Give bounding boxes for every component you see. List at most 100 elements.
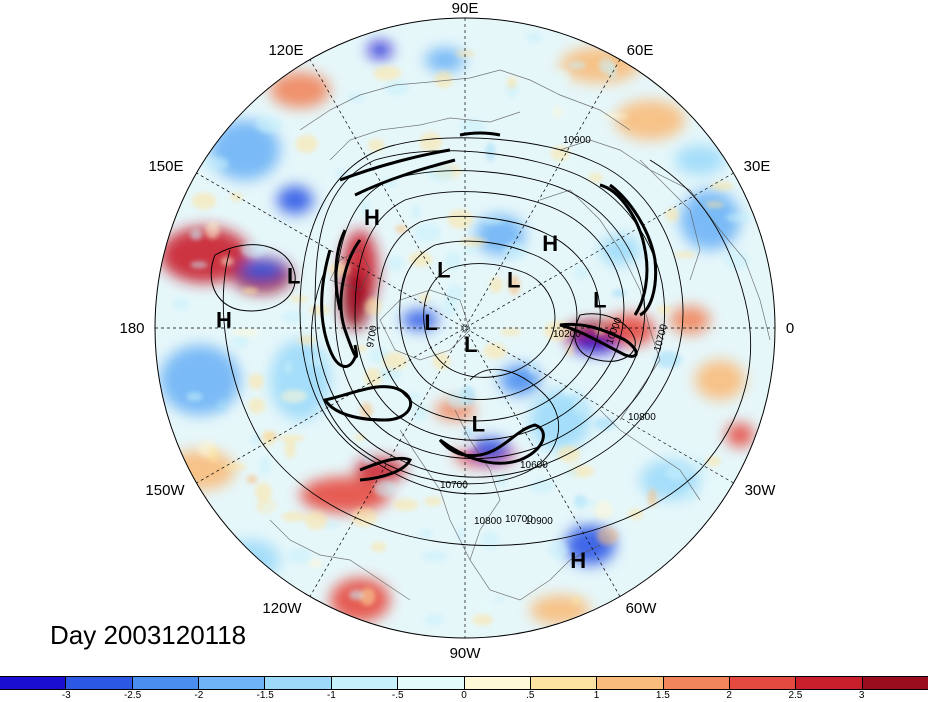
contour-label: 10600: [520, 460, 548, 471]
anomaly-speckle: [284, 360, 293, 375]
anomaly-speckle: [485, 142, 496, 162]
anomaly-speckle: [673, 251, 696, 258]
colorbar-tick-label: -1.5: [256, 690, 274, 701]
high-pressure-marker: H: [542, 231, 558, 256]
anomaly-blob: [615, 100, 685, 140]
contour-label: 10900: [563, 135, 591, 146]
anomaly-blob: [330, 578, 390, 622]
high-pressure-marker: H: [216, 308, 232, 333]
anomaly-speckle: [346, 92, 366, 103]
anomaly-speckle: [254, 482, 272, 502]
lon-label-0: 0: [786, 320, 794, 337]
anomaly-speckle: [308, 559, 323, 568]
anomaly-speckle: [202, 156, 229, 171]
anomaly-speckle: [224, 463, 246, 471]
anomaly-speckle: [367, 138, 385, 152]
colorbar-swatch: [796, 677, 863, 689]
lon-label-180: 180: [119, 320, 144, 337]
anomaly-speckle: [571, 596, 581, 606]
anomaly-speckle: [290, 295, 309, 303]
lon-label-120e: 120E: [268, 42, 303, 59]
lon-label-30w: 30W: [745, 482, 777, 499]
anomaly-speckle: [574, 265, 589, 280]
anomaly-speckle: [365, 297, 381, 316]
anomaly-speckle: [354, 434, 365, 441]
low-pressure-marker: L: [464, 332, 477, 357]
anomaly-speckle: [481, 531, 499, 551]
contour-label: 10700: [440, 480, 468, 491]
anomaly-speckle: [419, 293, 430, 304]
anomaly-speckle: [445, 284, 464, 302]
anomaly-speckle: [172, 297, 189, 311]
anomaly-blob: [160, 345, 240, 415]
anomaly-blob: [695, 360, 745, 400]
anomaly-speckle: [217, 399, 227, 413]
anomaly-blob: [240, 260, 284, 280]
contour-label: 10800: [474, 516, 502, 527]
anomaly-blob: [530, 390, 590, 450]
lon-label-60e: 60E: [627, 42, 654, 59]
colorbar-tick-label: -2.5: [123, 690, 142, 701]
anomaly-speckle: [414, 223, 442, 242]
anomaly-blob: [220, 540, 280, 580]
anomaly-speckle: [596, 527, 619, 546]
anomaly-speckle: [205, 221, 220, 239]
anomaly-speckle: [526, 31, 543, 44]
anomaly-speckle: [602, 113, 629, 120]
colorbar-swatch: [0, 677, 67, 689]
contour-label: 9700: [365, 324, 380, 348]
anomaly-speckle: [547, 541, 569, 559]
anomaly-speckle: [447, 209, 473, 229]
anomaly-speckle: [456, 527, 465, 542]
anomaly-speckle: [434, 70, 453, 89]
anomaly-speckle: [704, 456, 721, 467]
anomaly-speckle: [495, 473, 508, 487]
anomaly-blob: [530, 595, 590, 625]
anomaly-speckle: [248, 373, 264, 390]
anomaly-speckle: [359, 587, 376, 606]
colorbar-ticks: -3 -2.5 -2 -1.5 -1 -.5 0 .5 1 1.5 2 2.5 3: [0, 690, 928, 702]
lon-label-150e: 150E: [148, 158, 183, 175]
anomaly-speckle: [409, 251, 433, 267]
anomaly-speckle: [250, 432, 262, 446]
anomaly-speckle: [568, 61, 586, 70]
anomaly-speckle: [506, 76, 517, 89]
anomaly-speckle: [576, 500, 599, 507]
lon-label-150w: 150W: [145, 482, 185, 499]
anomaly-speckle: [565, 342, 575, 357]
low-pressure-marker: L: [593, 287, 606, 312]
lon-label-30e: 30E: [744, 158, 771, 175]
colorbar-tick-label: 3: [858, 690, 865, 701]
anomaly-speckle: [230, 192, 243, 202]
anomaly-speckle: [190, 261, 208, 269]
date-label: Day 2003120118: [50, 620, 247, 650]
colorbar-tick-label: 0: [461, 690, 467, 701]
anomaly-speckle: [725, 213, 753, 222]
anomaly-speckle: [232, 329, 260, 337]
colorbar-swatch: [398, 677, 465, 689]
anomaly-speckle: [588, 172, 604, 183]
anomaly-blob: [402, 310, 438, 330]
high-pressure-marker: H: [364, 205, 380, 230]
anomaly-speckle: [395, 224, 407, 234]
low-pressure-marker: L: [287, 264, 300, 289]
low-pressure-marker: L: [472, 412, 485, 437]
anomaly-speckle: [528, 479, 555, 494]
anomaly-blob: [270, 72, 330, 108]
anomaly-speckle: [383, 80, 410, 96]
anomaly-speckle: [287, 547, 312, 564]
anomaly-speckle: [424, 496, 442, 506]
high-pressure-marker: H: [570, 548, 586, 573]
anomaly-speckle: [463, 428, 473, 438]
anomaly-speckle: [421, 551, 449, 563]
anomaly-speckle: [489, 276, 503, 294]
colorbar-tick-label: 2: [726, 690, 732, 701]
anomaly-speckle: [664, 465, 690, 481]
anomaly-speckle: [259, 456, 271, 477]
colorbar-tick-label: 1: [593, 690, 600, 701]
anomaly-speckle: [387, 255, 405, 272]
anomaly-speckle: [232, 335, 250, 348]
longitude-labels: 90E 60E 30E 0 30W 60W 90W 120W 150W 180 …: [119, 0, 794, 662]
low-pressure-marker: L: [437, 258, 450, 283]
